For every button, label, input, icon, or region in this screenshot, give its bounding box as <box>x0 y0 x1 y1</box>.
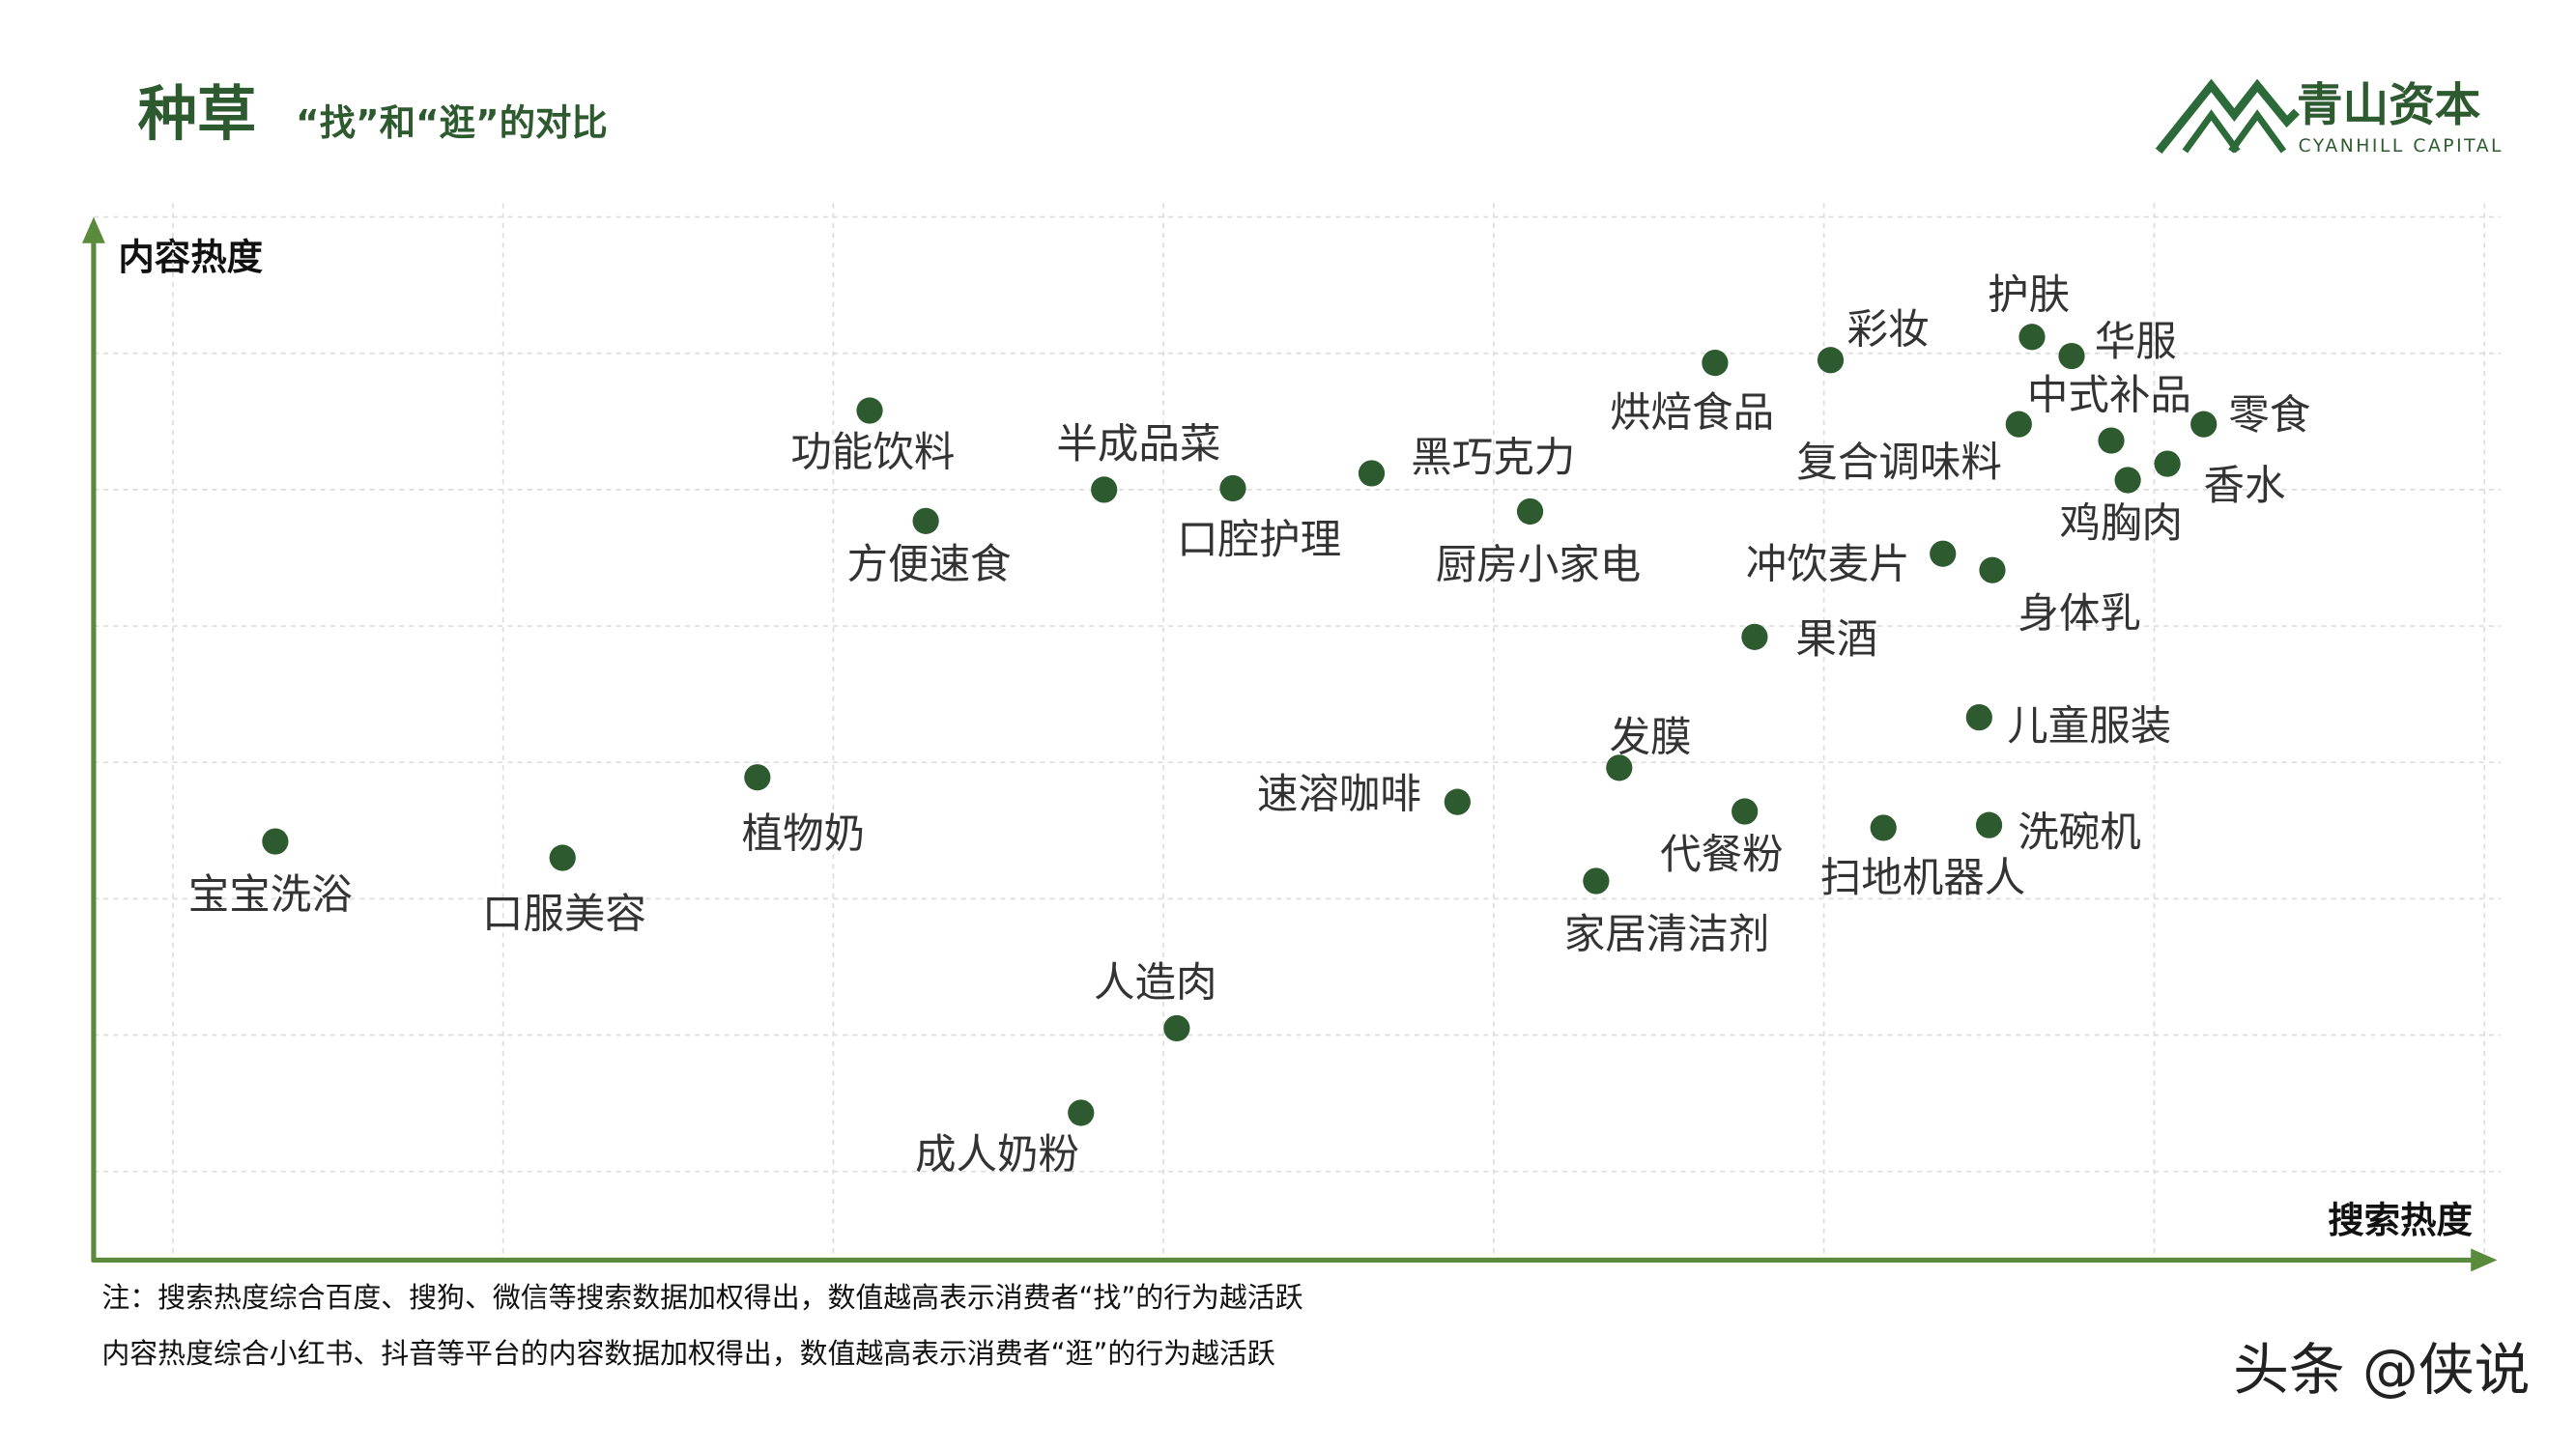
point-label: 香水 <box>2204 463 2286 510</box>
point <box>1975 811 2003 838</box>
logo-icon <box>2182 109 2287 154</box>
point-label: 护肤 <box>1988 271 2070 319</box>
point-label: 功能饮料 <box>790 429 955 476</box>
point <box>2098 427 2125 454</box>
point-label: 口腔护理 <box>1177 517 1341 564</box>
point-label: 扫地机器人 <box>1820 855 2025 902</box>
point-label: 半成品菜 <box>1056 421 1220 469</box>
point <box>856 397 883 424</box>
point-label: 宝宝洗浴 <box>188 871 353 919</box>
point <box>1516 497 1544 526</box>
point <box>1930 540 1957 567</box>
point-label: 植物奶 <box>742 810 865 858</box>
y-axis-arrow <box>82 216 105 243</box>
point <box>744 764 771 791</box>
point <box>1606 754 1633 781</box>
point-label: 彩妆 <box>1847 306 1930 354</box>
point-label: 烘焙食品 <box>1610 390 1774 438</box>
point-label: 身体乳 <box>2018 590 2140 638</box>
chart-title: 种草 <box>138 80 256 149</box>
y-axis-label: 内容热度 <box>118 236 263 278</box>
point <box>2190 411 2218 438</box>
point <box>1741 623 1768 650</box>
point <box>1817 347 1845 374</box>
point <box>1091 476 1118 503</box>
logo-icon <box>2155 78 2300 155</box>
point-label: 发膜 <box>1610 714 1692 761</box>
point <box>262 828 289 855</box>
point-label: 口服美容 <box>482 892 646 939</box>
point-label: 人造肉 <box>1094 960 1216 1008</box>
point <box>1702 350 1729 377</box>
x-axis-label: 搜索热度 <box>2328 1199 2473 1241</box>
point <box>912 507 939 534</box>
point-label: 家居清洁剂 <box>1564 911 1769 958</box>
point <box>1219 474 1246 502</box>
point <box>2058 342 2085 370</box>
point-label: 厨房小家电 <box>1436 542 1641 589</box>
axes <box>82 216 2498 1272</box>
point-label: 中式补品 <box>2027 372 2191 419</box>
point <box>2018 324 2046 351</box>
point <box>1732 798 1759 825</box>
point <box>1163 1014 1190 1042</box>
watermark: 头条 @侠说 <box>2233 1337 2530 1403</box>
point-label: 华服 <box>2095 319 2177 366</box>
point-label: 鸡胸肉 <box>2060 500 2183 548</box>
logo: 青山资本 CYANHILL CAPITAL <box>2155 78 2504 156</box>
point-label: 果酒 <box>1795 616 1877 664</box>
point <box>2005 411 2032 438</box>
point <box>1583 867 1610 895</box>
point-label: 成人奶粉 <box>915 1131 1079 1179</box>
point-label: 零食 <box>2228 392 2310 440</box>
point <box>1965 704 1992 731</box>
point-label: 代餐粉 <box>1660 832 1783 879</box>
point <box>1358 460 1386 487</box>
brand-en: CYANHILL CAPITAL <box>2299 136 2504 156</box>
brand: 青山资本 <box>2297 79 2481 132</box>
point <box>1979 556 2006 583</box>
chart-subtitle: “找”和“逛”的对比 <box>296 101 608 144</box>
point <box>1870 814 1897 841</box>
note: 注：搜索热度综合百度、搜狗、微信等搜索数据加权得出，数值越高表示消费者“找”的行… <box>101 1281 1302 1314</box>
point-label: 洗碗机 <box>2018 810 2140 857</box>
point <box>2114 467 2141 494</box>
point-label: 速溶咖啡 <box>1257 772 1421 819</box>
point-label: 儿童服装 <box>2007 703 2171 751</box>
note: 内容热度综合小红书、抖音等平台的内容数据加权得出，数值越高表示消费者“逛”的行为… <box>101 1337 1274 1370</box>
point-label: 冲饮麦片 <box>1746 541 1910 588</box>
point <box>549 844 576 871</box>
point <box>2154 450 2181 477</box>
point-label: 方便速食 <box>847 541 1012 588</box>
point <box>1444 788 1471 815</box>
point <box>1068 1099 1095 1126</box>
x-axis-arrow <box>2471 1248 2498 1272</box>
grid <box>93 203 2502 1261</box>
point-label: 黑巧克力 <box>1411 435 1575 482</box>
point-label: 复合调味料 <box>1796 440 2001 487</box>
